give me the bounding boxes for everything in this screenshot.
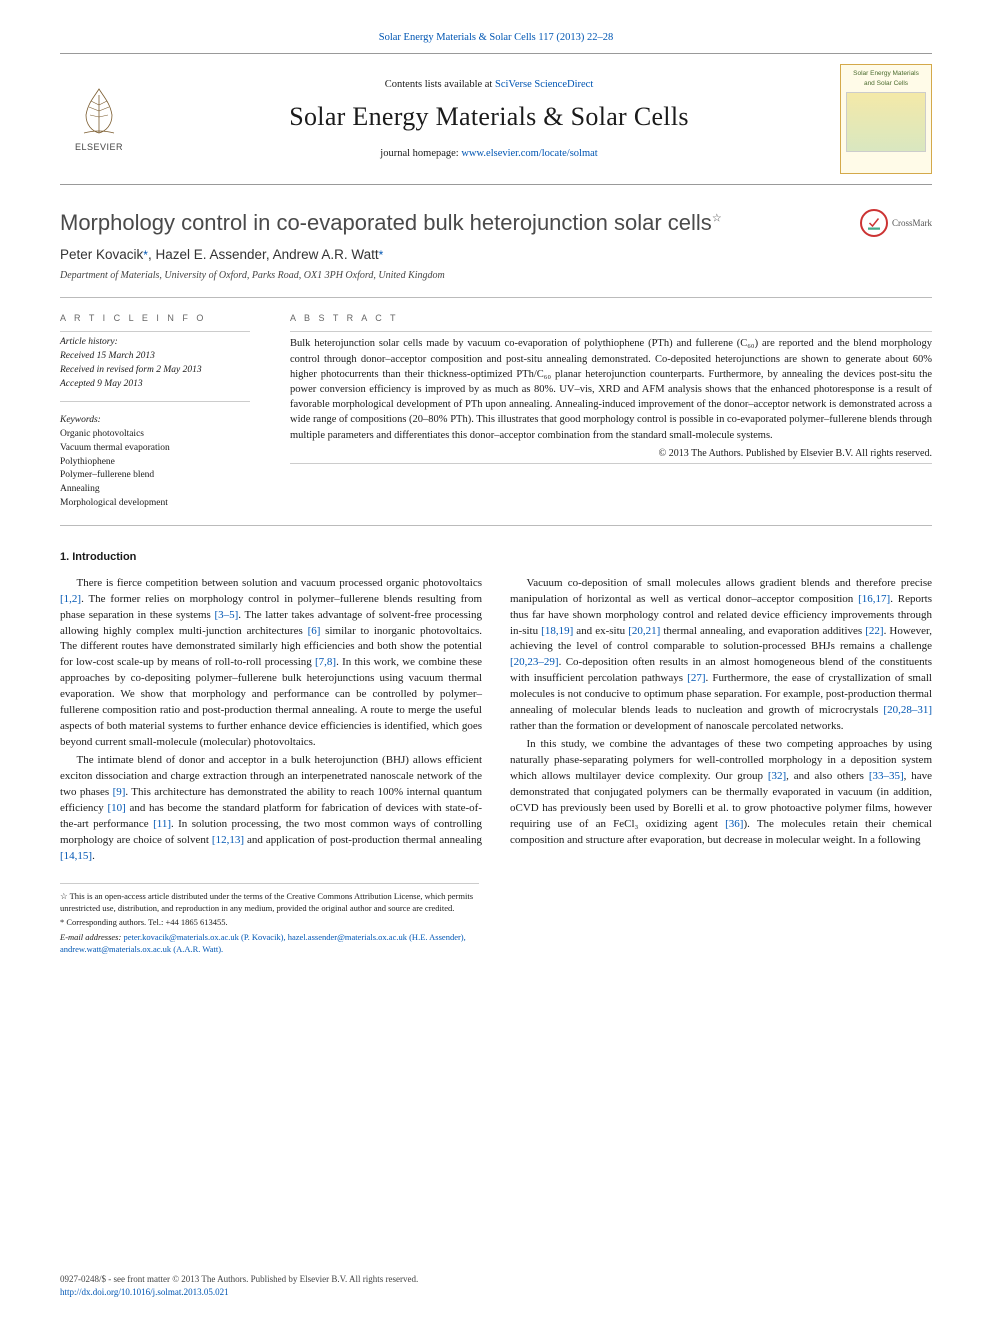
title-row: Morphology control in co-evaporated bulk… (60, 209, 932, 237)
citation-link[interactable]: [27] (687, 672, 705, 684)
article-info-head: A R T I C L E I N F O (60, 312, 250, 325)
keyword: Organic photovoltaics (60, 428, 250, 442)
elsevier-tree-icon (76, 85, 122, 137)
abstract-text: Bulk heterojunction solar cells made by … (290, 336, 932, 443)
author-1-corr-link[interactable]: * (143, 248, 148, 262)
publisher-logo-block: ELSEVIER (60, 85, 138, 154)
citation-link[interactable]: [1,2] (60, 593, 81, 605)
citation-link[interactable]: [16,17] (858, 593, 890, 605)
crossmark-widget[interactable]: CrossMark (860, 209, 932, 237)
meta-abstract-row: A R T I C L E I N F O Article history: R… (60, 312, 932, 510)
keyword: Polythiophene (60, 456, 250, 470)
intro-p2: The intimate blend of donor and acceptor… (60, 753, 482, 865)
footnotes: ☆ This is an open-access article distrib… (60, 883, 479, 956)
citation-link[interactable]: [9] (113, 786, 126, 798)
doi-link[interactable]: http://dx.doi.org/10.1016/j.solmat.2013.… (60, 1287, 229, 1297)
journal-homepage-link[interactable]: www.elsevier.com/locate/solmat (461, 148, 597, 159)
history-accepted: Accepted 9 May 2013 (60, 378, 250, 392)
homepage-prefix: journal homepage: (380, 148, 461, 159)
citation-link[interactable]: [11] (153, 818, 171, 830)
issn-line: 0927-0248/$ - see front matter © 2013 Th… (60, 1273, 932, 1286)
rule-below-meta (60, 525, 932, 526)
corresponding-author-note: * Corresponding authors. Tel.: +44 1865 … (60, 916, 479, 928)
journal-homepage-line: journal homepage: www.elsevier.com/locat… (150, 146, 828, 161)
author-list: Peter Kovacik*, Hazel E. Assender, Andre… (60, 245, 932, 265)
author-1: Peter Kovacik (60, 247, 143, 262)
cover-image-placeholder (846, 92, 926, 152)
body-columns: There is fierce competition between solu… (60, 576, 932, 865)
citation-link[interactable]: [12,13] (212, 834, 244, 846)
history-received: Received 15 March 2013 (60, 350, 250, 364)
history-label: Article history: (60, 336, 250, 350)
abstract-head: A B S T R A C T (290, 312, 932, 325)
sciencedirect-link[interactable]: SciVerse ScienceDirect (495, 79, 593, 90)
citation-link[interactable]: [10] (107, 802, 125, 814)
citation-link[interactable]: [36] (725, 818, 743, 830)
intro-p3: Vacuum co-deposition of small molecules … (510, 576, 932, 735)
author-3-corr-link[interactable]: * (379, 248, 384, 262)
email-addresses: E-mail addresses: peter.kovacik@material… (60, 931, 479, 956)
article-history: Article history: Received 15 March 2013 … (60, 336, 250, 391)
crossmark-icon (860, 209, 888, 237)
keyword: Vacuum thermal evaporation (60, 442, 250, 456)
citation-link[interactable]: [6] (308, 625, 321, 637)
email-label: E-mail addresses: (60, 932, 123, 942)
citation-link[interactable]: [18,19] (541, 625, 573, 637)
citation-link[interactable]: [14,15] (60, 850, 92, 862)
author-2: Hazel E. Assender (155, 247, 265, 262)
keywords-head: Keywords: (60, 414, 250, 428)
article-info-block: A R T I C L E I N F O Article history: R… (60, 312, 250, 510)
open-access-note: ☆ This is an open-access article distrib… (60, 890, 479, 915)
contents-available-line: Contents lists available at SciVerse Sci… (150, 77, 828, 92)
keyword: Polymer–fullerene blend (60, 469, 250, 483)
citation-link[interactable]: [20,23–29] (510, 656, 559, 668)
section-1-head: 1. Introduction (60, 550, 932, 566)
page-footer: 0927-0248/$ - see front matter © 2013 Th… (60, 1273, 932, 1299)
journal-cover-thumb: Solar Energy Materials and Solar Cells (840, 64, 932, 174)
abstract-copyright: © 2013 The Authors. Published by Elsevie… (290, 447, 932, 462)
citation-link[interactable]: [32] (768, 770, 786, 782)
citation-link[interactable]: [22] (865, 625, 883, 637)
citation-link[interactable]: [20,21] (628, 625, 660, 637)
author-3: Andrew A.R. Watt (273, 247, 379, 262)
contents-prefix: Contents lists available at (385, 79, 495, 90)
keyword: Morphological development (60, 497, 250, 511)
elsevier-wordmark: ELSEVIER (75, 141, 123, 154)
article-title: Morphology control in co-evaporated bulk… (60, 209, 848, 237)
citation-link[interactable]: [3–5] (214, 609, 238, 621)
running-head: Solar Energy Materials & Solar Cells 117… (60, 30, 932, 45)
masthead: ELSEVIER Contents lists available at Sci… (60, 53, 932, 185)
rule-above-meta (60, 297, 932, 298)
cover-title-2: and Solar Cells (864, 79, 908, 88)
citation-link[interactable]: [20,28–31] (883, 704, 932, 716)
abstract-block: A B S T R A C T Bulk heterojunction sola… (290, 312, 932, 510)
history-revised: Received in revised form 2 May 2013 (60, 364, 250, 378)
running-head-link[interactable]: Solar Energy Materials & Solar Cells 117… (379, 32, 613, 43)
cover-title-1: Solar Energy Materials (853, 69, 919, 78)
intro-p1: There is fierce competition between solu… (60, 576, 482, 751)
crossmark-label: CrossMark (892, 217, 932, 230)
masthead-center: Contents lists available at SciVerse Sci… (150, 77, 828, 161)
affiliation: Department of Materials, University of O… (60, 269, 932, 284)
journal-name: Solar Energy Materials & Solar Cells (150, 98, 828, 136)
citation-link[interactable]: [33–35] (869, 770, 904, 782)
citation-link[interactable]: [7,8] (315, 656, 336, 668)
title-footnote-marker: ☆ (712, 213, 722, 225)
keyword: Annealing (60, 483, 250, 497)
article-title-text: Morphology control in co-evaporated bulk… (60, 210, 712, 235)
intro-p4: In this study, we combine the advantages… (510, 737, 932, 849)
